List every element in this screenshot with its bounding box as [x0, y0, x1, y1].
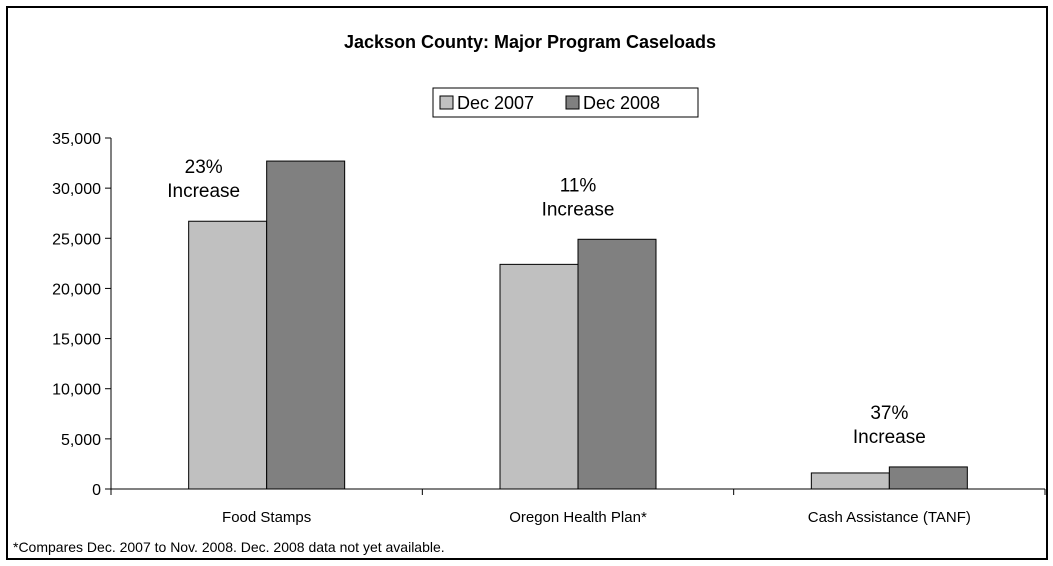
bar-dec-2008: [266, 160, 346, 490]
bar-dec-2007: [810, 472, 890, 490]
legend-swatch-dec-2008: [565, 95, 580, 110]
annotation-label: Increase: [542, 199, 615, 220]
y-tick-label: 30,000: [52, 181, 101, 198]
y-axis: 0 5,000 10,000 15,000 20,000 25,000 30,000 35,0…: [52, 131, 112, 499]
bars: [188, 160, 968, 490]
annotation-percent: 37%: [870, 403, 908, 424]
bar-dec-2008: [577, 238, 657, 490]
x-tick-label: Cash Assistance (TANF): [808, 509, 971, 526]
legend-swatch-dec-2007: [439, 95, 454, 110]
y-tick-label: 10,000: [52, 382, 101, 399]
y-tick-label: 35,000: [52, 131, 101, 148]
y-tick-label: 20,000: [52, 281, 101, 298]
footnote: *Compares Dec. 2007 to Nov. 2008. Dec. 2…: [13, 539, 445, 555]
annotation-percent: 11%: [560, 175, 597, 196]
legend: Dec 2007 Dec 2008: [432, 87, 699, 118]
annotation-label: Increase: [853, 427, 926, 448]
y-tick-label: 5,000: [61, 432, 101, 449]
x-tick-label: Oregon Health Plan*: [509, 509, 647, 526]
annotation-label: Increase: [167, 181, 240, 202]
x-tick-label: Food Stamps: [222, 509, 311, 526]
chart-title: Jackson County: Major Program Caseloads: [344, 32, 716, 52]
bar-dec-2007: [188, 220, 268, 490]
bar-dec-2007: [499, 263, 579, 490]
legend-label-dec-2008: Dec 2008: [583, 93, 660, 113]
legend-label-dec-2007: Dec 2007: [457, 93, 534, 113]
annotation-percent: 23%: [185, 157, 223, 178]
annotations: 23% Increase 11% Increase 37% Increase: [167, 157, 926, 448]
y-tick-label: 0: [92, 482, 101, 499]
y-tick-label: 15,000: [52, 332, 101, 349]
bar-dec-2008: [888, 466, 968, 490]
y-tick-label: 25,000: [52, 231, 101, 248]
